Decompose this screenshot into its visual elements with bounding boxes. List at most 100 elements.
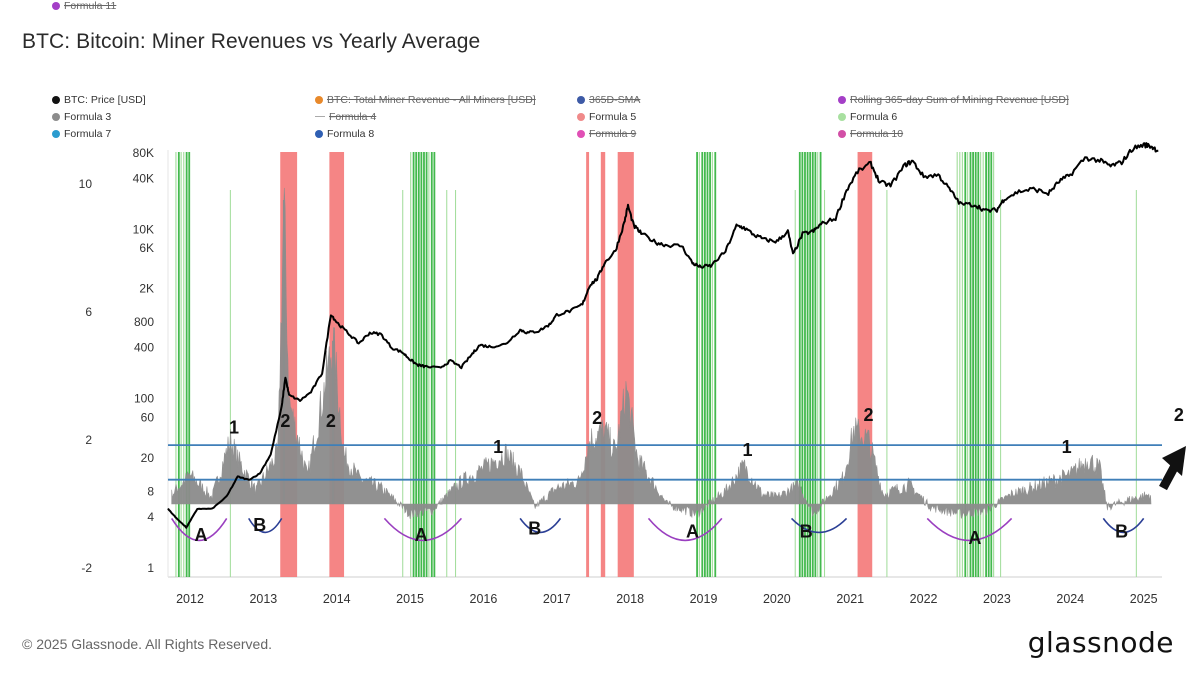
buy-zone-stripe: [959, 152, 961, 577]
x-tick-label: 2012: [176, 592, 204, 606]
buy-zone-stripe: [964, 152, 967, 577]
legend-item-formula-9[interactable]: Formula 9: [577, 128, 636, 140]
buy-zone-stripe: [972, 152, 974, 577]
x-tick-label: 2019: [690, 592, 718, 606]
glassnode-logo: glassnode: [1027, 626, 1174, 659]
cycle-arc-b: [248, 517, 283, 534]
legend-item-rolling-365-day-sum-of-mining-revenue-usd[interactable]: Rolling 365-day Sum of Mining Revenue [U…: [838, 94, 1069, 106]
legend-label: Formula 8: [327, 128, 375, 140]
buy-zone-stripe: [956, 152, 958, 577]
annotation-label: 1: [493, 437, 503, 457]
cycle-arc-a: [170, 517, 228, 542]
buy-zone-stripe: [811, 152, 814, 577]
cycle-arc-a: [647, 517, 723, 542]
annotation-label: A: [686, 522, 699, 542]
buy-zone-stripe: [430, 152, 433, 577]
buy-zone-stripe: [969, 152, 972, 577]
buy-zone-stripe: [696, 152, 698, 577]
price-tick-label: 6K: [139, 241, 154, 255]
legend-marker-icon: [52, 96, 60, 104]
legend-item-formula-10[interactable]: Formula 10: [838, 128, 903, 140]
buy-zone-stripe: [711, 152, 713, 577]
buy-zone-stripe: [990, 152, 993, 577]
legend-item-formula-3[interactable]: Formula 3: [52, 111, 111, 123]
legend-label: Formula 7: [64, 128, 112, 140]
legend-item-formula-8[interactable]: Formula 8: [315, 128, 374, 140]
legend-label: Formula 3: [64, 111, 112, 123]
x-tick-label: 2014: [323, 592, 351, 606]
buy-zone-stripe: [982, 152, 984, 577]
annotation-label: A: [195, 525, 208, 545]
price-tick-label: 1: [147, 561, 154, 575]
buy-zone-stripe: [992, 152, 995, 577]
legend-marker-icon: [315, 96, 323, 104]
btc-price-line: [167, 142, 1159, 529]
x-tick-label: 2021: [836, 592, 864, 606]
buy-zone-stripe: [961, 152, 963, 577]
buy-zone-stripe: [809, 152, 812, 577]
buy-zone-stripe: [698, 152, 700, 577]
buy-zone-stripe: [703, 152, 706, 577]
annotation-label: 1: [743, 440, 753, 460]
annotation-label: 1: [1062, 437, 1072, 457]
buy-zone-stripe: [180, 152, 182, 577]
annotation-label: B: [253, 515, 266, 535]
buy-zone-stripe: [701, 152, 704, 577]
buy-zone-stripe: [804, 152, 806, 577]
legend-item-formula-7[interactable]: Formula 7: [52, 128, 111, 140]
buy-zone-stripe: [985, 152, 987, 577]
legend-item-btc-total-miner-revenue-all-miners-usd[interactable]: BTC: Total Miner Revenue - All Miners [U…: [315, 94, 536, 106]
annotation-label: B: [528, 518, 541, 538]
buy-zone-stripe: [798, 152, 801, 577]
price-tick-label: 400: [134, 341, 154, 355]
buy-zone-stripe: [410, 152, 412, 577]
legend-item-formula-11[interactable]: Formula 11: [52, 0, 116, 12]
cycle-arc-b: [790, 517, 848, 534]
cycle-arc-a: [926, 517, 1013, 542]
buy-zone-stripe: [177, 152, 180, 577]
legend-item-365d-sma[interactable]: 365D-SMA: [577, 94, 640, 106]
price-tick-label: 10K: [133, 222, 154, 236]
legend-marker-icon: [838, 96, 846, 104]
legend-label: 365D-SMA: [589, 94, 641, 106]
legend-item-formula-5[interactable]: Formula 5: [577, 111, 636, 123]
legend-label: Formula 10: [850, 128, 904, 140]
buy-zone-stripe: [974, 152, 977, 577]
annotation-label: 2: [592, 408, 602, 428]
legend-marker-icon: [315, 130, 323, 138]
legend: BTC: Price [USD] BTC: Total Miner Revenue…: [0, 0, 1200, 160]
buy-zone-stripe: [709, 152, 711, 577]
legend-label: Formula 4: [329, 111, 377, 123]
buy-zone-stripe: [801, 152, 804, 577]
annotation-label: 2: [864, 405, 874, 425]
sell-zone-band: [586, 152, 590, 577]
x-tick-label: 2025: [1130, 592, 1158, 606]
arrow-head-icon: [1162, 446, 1186, 476]
legend-marker-icon: [577, 96, 585, 104]
cycle-arc-b: [519, 517, 562, 534]
annotation-label: 1: [229, 418, 239, 438]
legend-label: BTC: Price [USD]: [64, 94, 146, 106]
buy-zone-stripe: [817, 152, 819, 577]
price-tick-label: 800: [134, 315, 154, 329]
annotation-label: 2: [1174, 405, 1184, 425]
copyright-footer: © 2025 Glassnode. All Rights Reserved.: [22, 636, 273, 652]
x-tick-label: 2016: [470, 592, 498, 606]
price-tick-label: 8: [147, 485, 154, 499]
legend-item-formula-6[interactable]: Formula 6: [838, 111, 897, 123]
sell-zone-band: [857, 152, 873, 577]
price-tick-label: 80K: [133, 146, 154, 160]
price-tick-label: 100: [134, 392, 154, 406]
legend-item-btc-price-usd[interactable]: BTC: Price [USD]: [52, 94, 146, 106]
buy-zone-stripe: [425, 152, 428, 577]
annotation-label: B: [1115, 522, 1128, 542]
legend-item-formula-4[interactable]: Formula 4: [315, 111, 376, 123]
legend-marker-icon: [52, 113, 60, 121]
sell-zone-band: [600, 152, 606, 577]
legend-label: BTC: Total Miner Revenue - All Miners [U…: [327, 94, 536, 106]
x-tick-label: 2024: [1056, 592, 1084, 606]
buy-zone-stripe: [987, 152, 990, 577]
legend-label: Formula 6: [850, 111, 898, 123]
